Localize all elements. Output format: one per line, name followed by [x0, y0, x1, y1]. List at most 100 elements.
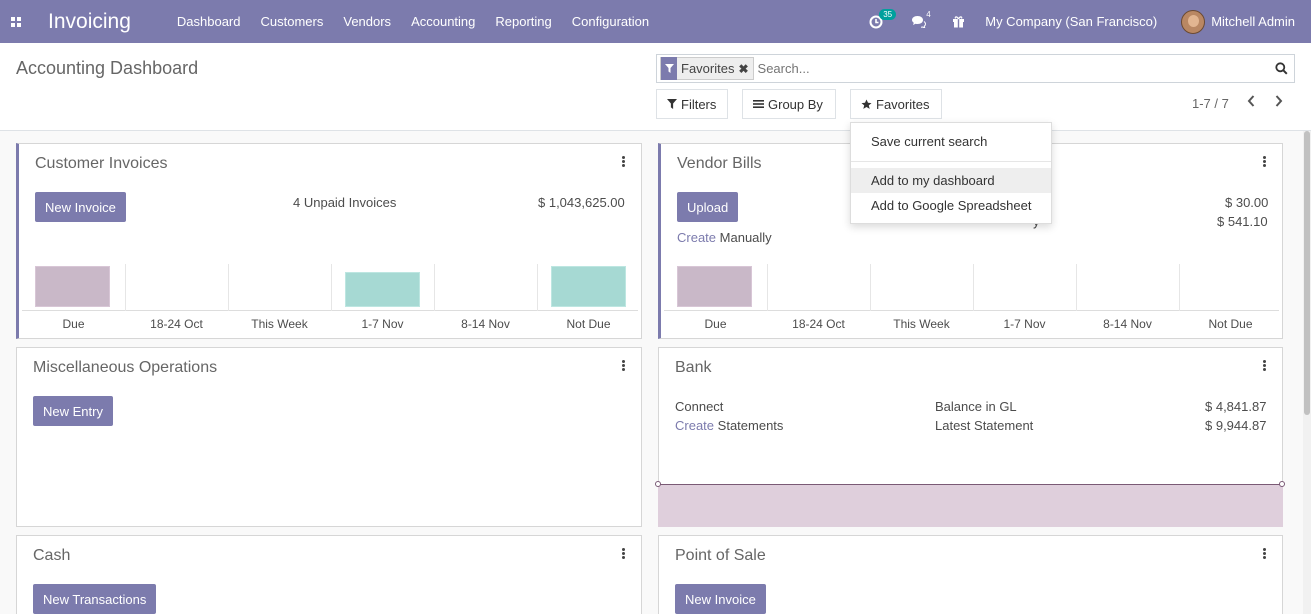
card-point-of-sale: Point of Sale New Invoice: [658, 535, 1283, 614]
create-suffix: Manually: [719, 230, 772, 245]
create-suffix: Statements: [717, 418, 784, 433]
menu-item-add-to-google-spreadsheet[interactable]: Add to Google Spreadsheet: [871, 198, 1032, 213]
facet-label: Favorites: [681, 61, 735, 76]
page-scrollbar[interactable]: [1303, 131, 1311, 614]
invoices-bar-chart: [22, 264, 638, 311]
x-label: 1-7 Nov: [1003, 317, 1046, 331]
vendor-amount-2: $ 541.10: [1217, 214, 1268, 229]
filters-button[interactable]: Filters: [656, 89, 728, 119]
card-title[interactable]: Cash: [33, 547, 71, 564]
bar-1-7-nov[interactable]: [345, 272, 420, 307]
facet-remove-icon[interactable]: ✖: [738, 61, 749, 76]
bar-due[interactable]: [677, 266, 752, 307]
create-statements-row: Create Statements: [675, 418, 783, 433]
favorites-button[interactable]: Favorites: [850, 89, 942, 119]
card-title[interactable]: Point of Sale: [675, 547, 766, 564]
unpaid-invoices-link[interactable]: 4 Unpaid Invoices: [293, 195, 397, 210]
search-facet-favorites[interactable]: Favorites ✖: [660, 57, 754, 80]
search-input[interactable]: [757, 61, 1270, 76]
vendor-amount-1: $ 30.00: [1225, 195, 1269, 210]
balance-label[interactable]: Balance in GL: [935, 399, 1017, 414]
favorites-label: Favorites: [876, 96, 930, 112]
groupby-label: Group By: [768, 96, 823, 112]
create-manually-row: Create Manually: [677, 230, 772, 245]
graph-point[interactable]: [1279, 481, 1285, 487]
top-navbar: Invoicing Dashboard Customers Vendors Ac…: [0, 0, 1311, 43]
bar-not-due[interactable]: [551, 266, 626, 307]
new-invoice-button[interactable]: New Invoice: [35, 192, 126, 222]
card-miscellaneous-operations: Miscellaneous Operations New Entry: [16, 347, 642, 527]
new-entry-button[interactable]: New Entry: [33, 396, 113, 426]
x-label: 18-24 Oct: [150, 317, 203, 331]
company-switcher[interactable]: My Company (San Francisco): [985, 14, 1158, 29]
menu-accounting[interactable]: Accounting: [411, 14, 476, 29]
gift-button[interactable]: [952, 15, 965, 28]
menu-reporting[interactable]: Reporting: [495, 14, 552, 29]
card-options-icon[interactable]: [622, 360, 625, 372]
menu-customers[interactable]: Customers: [260, 14, 324, 29]
card-title[interactable]: Bank: [675, 359, 712, 376]
scrollbar-thumb[interactable]: [1304, 131, 1310, 415]
card-title[interactable]: Customer Invoices: [35, 155, 168, 172]
user-avatar[interactable]: [1181, 9, 1206, 34]
filter-facet-icon: [661, 57, 677, 80]
card-customer-invoices: Customer Invoices New Invoice 4 Unpaid I…: [16, 143, 642, 339]
chat-icon: [912, 16, 927, 28]
groupby-button[interactable]: Group By: [742, 89, 836, 119]
graph-point[interactable]: [655, 481, 661, 487]
x-label: 8-14 Nov: [461, 317, 510, 331]
card-options-icon[interactable]: [622, 156, 625, 168]
clock-icon: [869, 15, 883, 28]
x-label: 1-7 Nov: [361, 317, 404, 331]
pager-value[interactable]: 1-7 / 7: [1192, 96, 1229, 111]
card-options-icon[interactable]: [622, 548, 625, 560]
x-label: 8-14 Nov: [1103, 317, 1152, 331]
latest-statement-label[interactable]: Latest Statement: [935, 418, 1034, 433]
search-bar: Favorites ✖: [656, 54, 1295, 83]
messages-button[interactable]: 4: [911, 10, 931, 28]
search-button[interactable]: [1270, 62, 1292, 75]
bills-bar-chart: [664, 264, 1279, 311]
card-options-icon[interactable]: [1263, 548, 1266, 560]
app-brand[interactable]: Invoicing: [48, 9, 131, 33]
menu-vendors[interactable]: Vendors: [343, 14, 392, 29]
star-icon: [861, 99, 872, 109]
control-panel: Accounting Dashboard Favorites ✖ Filters…: [0, 43, 1311, 131]
dropdown-divider: [851, 161, 1051, 162]
user-menu[interactable]: Mitchell Admin: [1211, 14, 1295, 29]
filter-icon: [667, 99, 677, 109]
gift-icon: [953, 16, 965, 28]
card-options-icon[interactable]: [1263, 360, 1266, 372]
new-transactions-button[interactable]: New Transactions: [33, 584, 157, 614]
x-label: 18-24 Oct: [792, 317, 845, 331]
card-title[interactable]: Miscellaneous Operations: [33, 359, 218, 376]
page-title: Accounting Dashboard: [16, 58, 199, 78]
activity-count-badge: 35: [879, 8, 897, 20]
balance-value: $ 4,841.87: [1205, 399, 1267, 414]
upload-button[interactable]: Upload: [677, 192, 739, 222]
pager-next-button[interactable]: [1274, 94, 1284, 111]
menu-item-add-to-dashboard[interactable]: Add to my dashboard: [851, 168, 1051, 193]
card-options-icon[interactable]: [1263, 156, 1266, 168]
card-cash: Cash New Transactions: [16, 535, 642, 614]
favorites-dropdown: Save current search Add to my dashboard …: [850, 122, 1052, 224]
card-title[interactable]: Vendor Bills: [677, 155, 762, 172]
menu-dashboard[interactable]: Dashboard: [176, 14, 241, 29]
connect-link[interactable]: Connect: [675, 399, 724, 414]
x-label: This Week: [251, 317, 308, 331]
activity-button[interactable]: 35: [869, 8, 897, 29]
x-label: Not Due: [1208, 317, 1253, 331]
create-link[interactable]: Create: [675, 418, 715, 433]
x-label: Due: [704, 317, 727, 331]
bar-due[interactable]: [35, 266, 110, 307]
chevron-left-icon: [1247, 95, 1255, 107]
x-label: This Week: [893, 317, 950, 331]
x-label: Due: [62, 317, 85, 331]
pager-previous-button[interactable]: [1246, 94, 1256, 111]
menu-item-save-current-search[interactable]: Save current search: [871, 134, 988, 149]
search-icon: [1274, 62, 1288, 75]
menu-configuration[interactable]: Configuration: [571, 14, 650, 29]
create-link[interactable]: Create: [677, 230, 717, 245]
pos-new-invoice-button[interactable]: New Invoice: [675, 584, 766, 614]
apps-grid-icon[interactable]: [0, 0, 32, 43]
